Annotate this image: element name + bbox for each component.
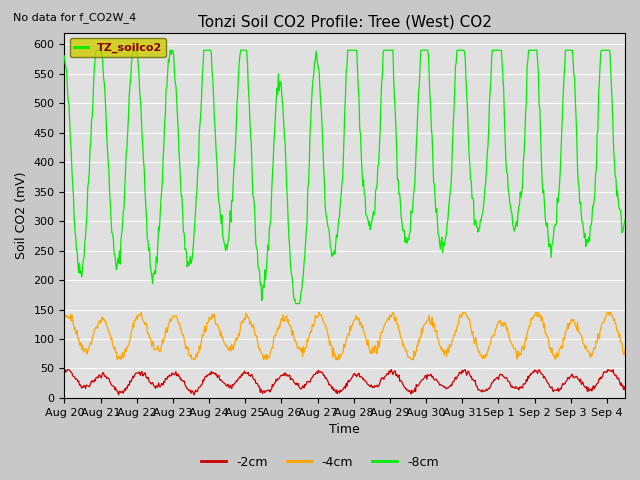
Legend: -2cm, -4cm, -8cm: -2cm, -4cm, -8cm	[196, 451, 444, 474]
Title: Tonzi Soil CO2 Profile: Tree (West) CO2: Tonzi Soil CO2 Profile: Tree (West) CO2	[198, 15, 492, 30]
Legend: TZ_soilco2: TZ_soilco2	[70, 38, 166, 57]
X-axis label: Time: Time	[330, 423, 360, 436]
Text: No data for f_CO2W_4: No data for f_CO2W_4	[13, 12, 136, 23]
Y-axis label: Soil CO2 (mV): Soil CO2 (mV)	[15, 171, 28, 259]
